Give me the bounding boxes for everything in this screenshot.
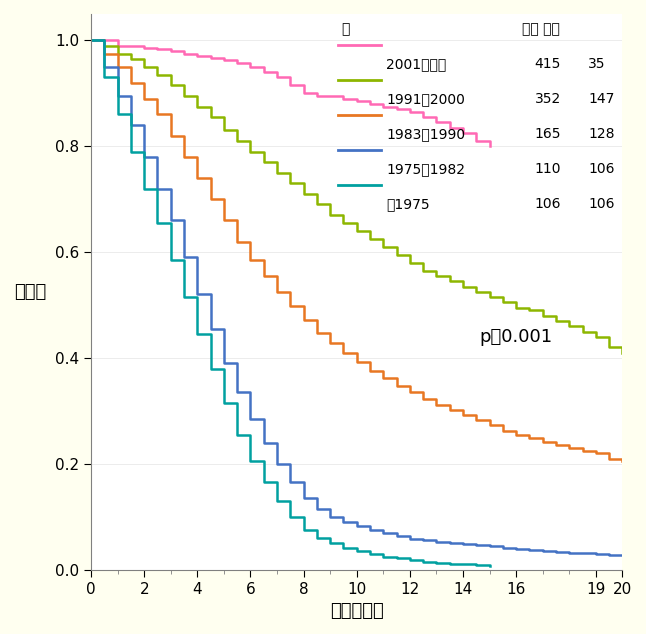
Text: 106: 106 xyxy=(588,162,614,176)
Text: 106: 106 xyxy=(535,197,561,211)
X-axis label: 経過（年）: 経過（年） xyxy=(330,602,384,620)
Text: ＜1975: ＜1975 xyxy=(386,197,430,211)
Text: 415: 415 xyxy=(535,57,561,71)
Text: 1991～2000: 1991～2000 xyxy=(386,93,465,107)
Text: 35: 35 xyxy=(588,57,605,71)
Text: p＜0.001: p＜0.001 xyxy=(479,328,552,346)
Text: 110: 110 xyxy=(535,162,561,176)
Text: 2001～現在: 2001～現在 xyxy=(386,57,446,71)
Text: 1983～1990: 1983～1990 xyxy=(386,127,465,141)
Text: 128: 128 xyxy=(588,127,614,141)
Y-axis label: 生存率: 生存率 xyxy=(14,283,46,301)
Text: 352: 352 xyxy=(535,93,561,107)
Text: 106: 106 xyxy=(588,197,614,211)
Text: 全体 死亡: 全体 死亡 xyxy=(521,22,559,36)
Text: 1975～1982: 1975～1982 xyxy=(386,162,465,176)
Text: 年: 年 xyxy=(341,22,349,36)
Text: 147: 147 xyxy=(588,93,614,107)
Text: 165: 165 xyxy=(535,127,561,141)
